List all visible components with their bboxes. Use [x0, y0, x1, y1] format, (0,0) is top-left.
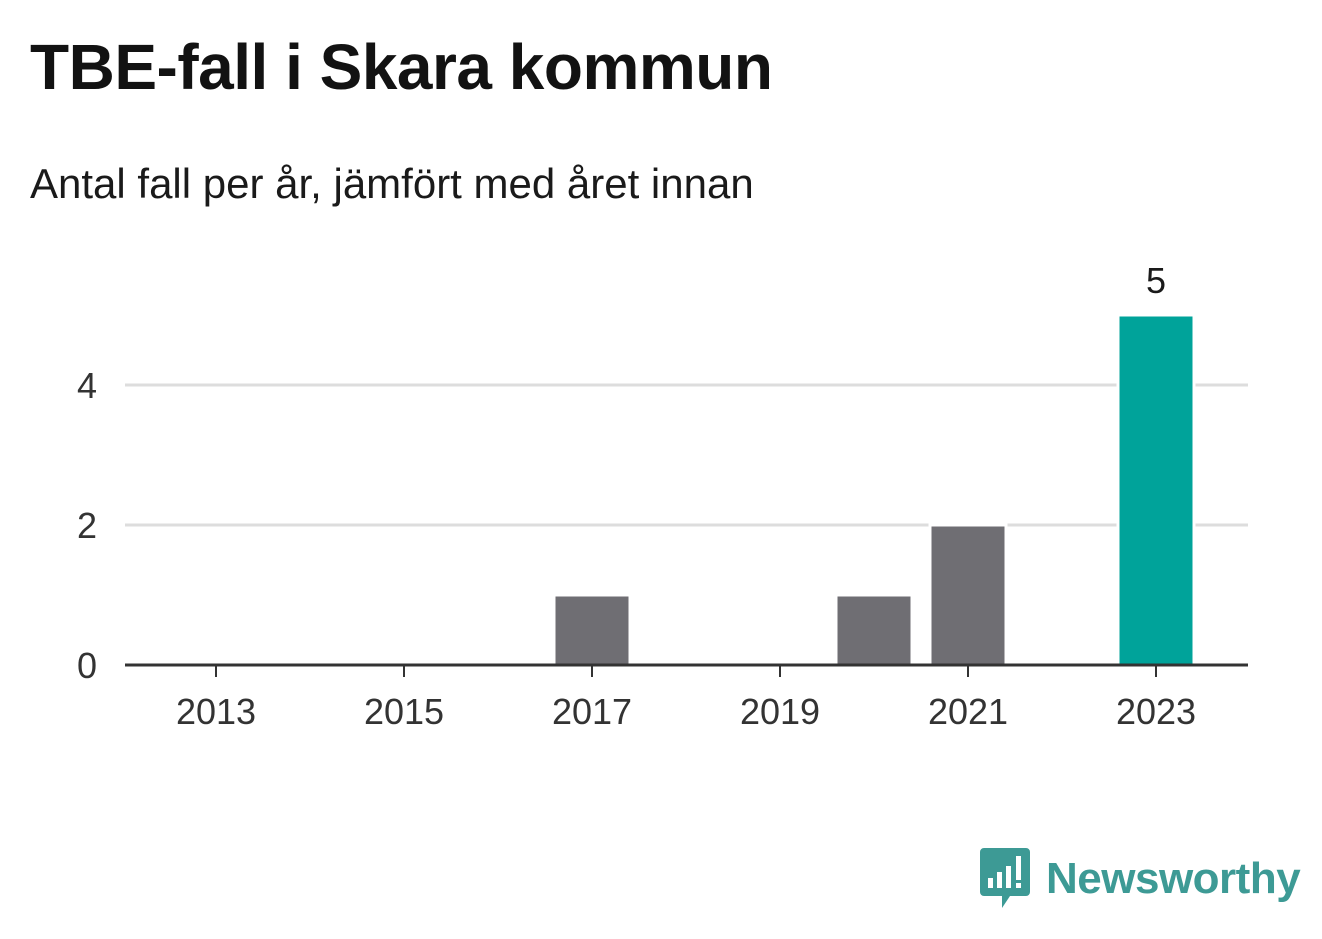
grid-lines [125, 383, 1248, 527]
bar-2023 [1116, 313, 1196, 667]
y-tick-label: 4 [77, 365, 97, 406]
x-axis-labels: 2013 2015 2017 2019 2021 2023 [176, 691, 1196, 732]
x-tick-label: 2023 [1116, 691, 1196, 732]
x-tick-label: 2021 [928, 691, 1008, 732]
x-axis [125, 663, 1248, 677]
bar-2020 [834, 593, 914, 667]
y-tick-label: 0 [77, 645, 97, 686]
y-tick-label: 2 [77, 505, 97, 546]
newsworthy-logo: Newsworthy [980, 848, 1301, 910]
data-label: 5 [1146, 260, 1166, 301]
bars [552, 313, 1196, 667]
x-tick-label: 2017 [552, 691, 632, 732]
value-labels: 5 [1146, 260, 1166, 301]
y-axis-labels: 0 2 4 [77, 365, 97, 686]
x-tick-label: 2015 [364, 691, 444, 732]
chart-subtitle: Antal fall per år, jämfört med året inna… [30, 160, 754, 207]
chart-title: TBE-fall i Skara kommun [30, 31, 773, 103]
x-tick-label: 2019 [740, 691, 820, 732]
bar-2021 [928, 523, 1008, 667]
bar-2017 [552, 593, 632, 667]
x-tick-label: 2013 [176, 691, 256, 732]
brand-name: Newsworthy [1046, 854, 1301, 903]
bar-chart-speech-bubble-icon [980, 848, 1030, 908]
